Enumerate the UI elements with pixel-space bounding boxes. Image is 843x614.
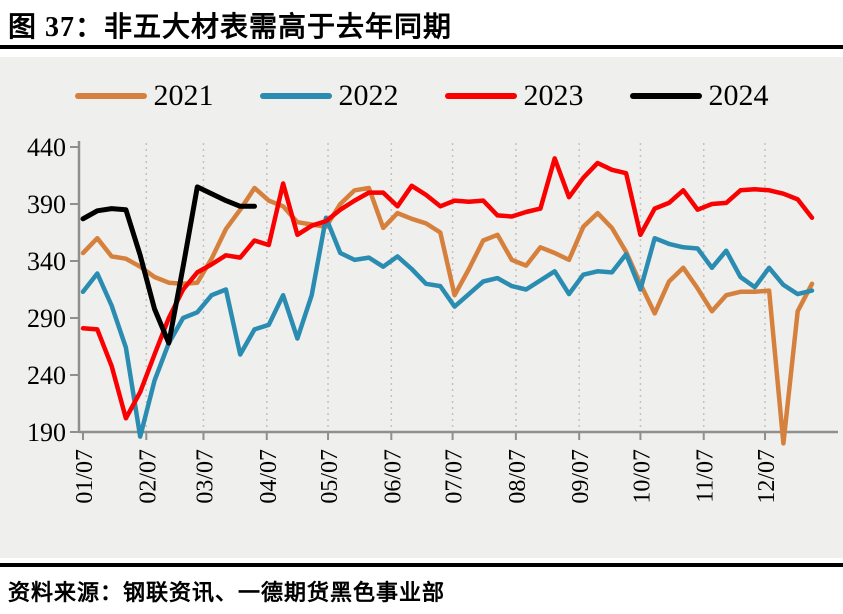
x-axis-label: 06/07 [380,449,406,504]
chart-panel: 190 240 290 340 390 440 01/07 02/07 03/07 04/07 05… [0,57,843,558]
source-rule [0,563,843,567]
y-axis-label: 390 [27,190,66,219]
page-title: 图 37：非五大材表需高于去年同期 [8,12,453,43]
legend-label: 2023 [523,79,584,112]
x-axis-label: 11/07 [693,449,719,503]
title-rule [0,45,843,49]
chart-canvas: 190 240 290 340 390 440 01/07 02/07 03/07 04/07 05… [27,133,838,504]
legend-label: 2024 [708,79,769,112]
y-axis-label: 340 [27,247,66,276]
legend-swatch-2021 [74,93,147,99]
x-axis-label: 01/07 [72,449,98,504]
legend-item-2024: 2024 [629,79,769,112]
legend-item-2022: 2022 [259,79,399,112]
series-line-2023 [80,156,815,421]
x-axis-label: 07/07 [442,449,468,504]
source-text: 资料来源：钢联资讯、一德期货黑色事业部 [8,580,446,605]
legend-swatch-2023 [444,93,517,99]
series-line-2022 [80,215,815,439]
x-axis-label: 05/07 [317,449,343,504]
x-axis-label: 08/07 [505,449,531,504]
legend-label: 2021 [153,79,214,112]
y-axis-label: 190 [27,418,66,447]
y-axis-label: 290 [27,304,66,333]
y-axis-label: 440 [27,133,66,162]
series-line-2024 [80,184,257,346]
legend-label: 2022 [338,79,399,112]
x-axis-label: 10/07 [629,449,655,504]
legend-item-2021: 2021 [74,79,214,112]
legend-swatch-2022 [259,93,332,99]
x-axis-label: 12/07 [754,449,780,504]
x-axis-label: 02/07 [135,449,161,504]
legend-item-2023: 2023 [444,79,584,112]
y-axis-label: 240 [27,361,66,390]
x-axis-label: 04/07 [256,449,282,504]
x-axis-label: 03/07 [192,449,218,504]
x-axis-label: 09/07 [568,449,594,504]
legend-swatch-2024 [629,93,702,99]
chart-legend: 2021 2022 2023 2024 [0,81,843,111]
